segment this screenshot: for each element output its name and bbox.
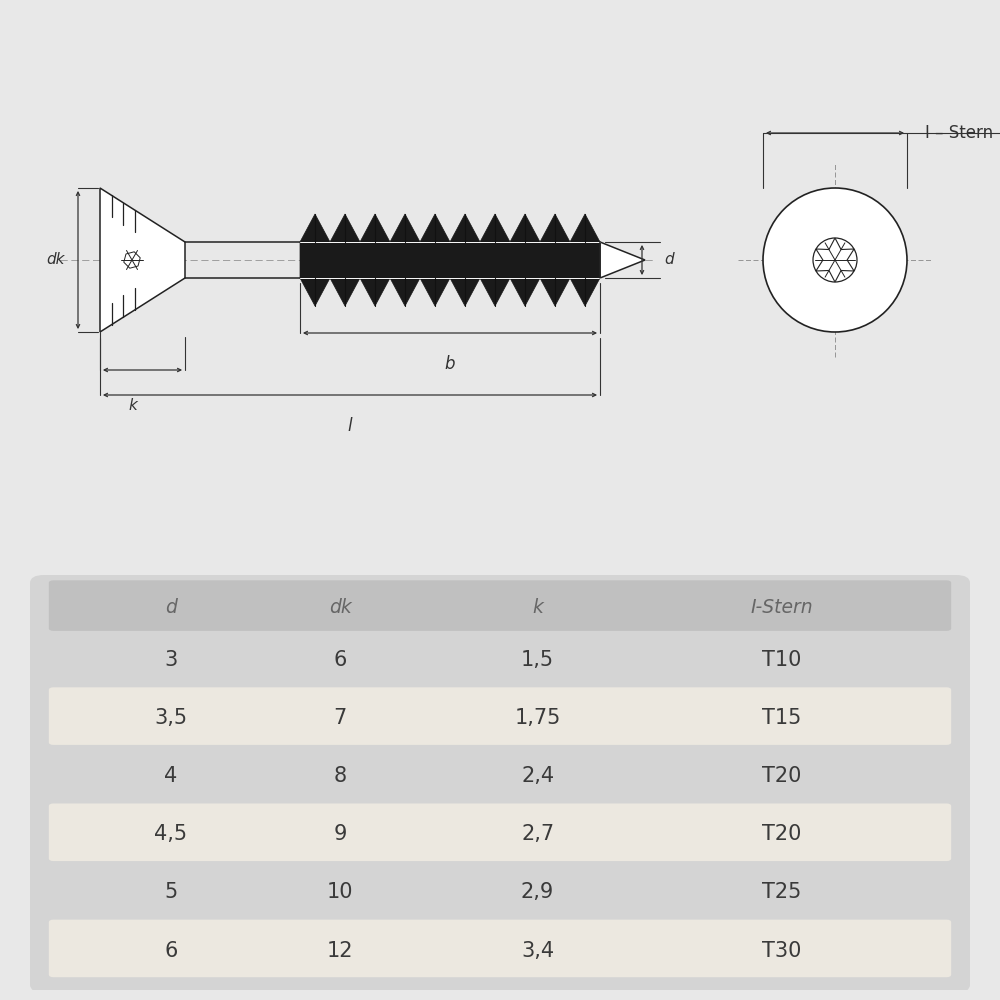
Text: 7: 7: [334, 708, 347, 728]
FancyBboxPatch shape: [49, 920, 951, 977]
Text: 10: 10: [327, 882, 353, 902]
Text: 2,7: 2,7: [521, 824, 554, 844]
Polygon shape: [600, 242, 645, 278]
FancyBboxPatch shape: [49, 803, 951, 861]
Text: 3: 3: [164, 650, 178, 670]
Text: T15: T15: [762, 708, 802, 728]
Text: 2,9: 2,9: [521, 882, 554, 902]
Text: T30: T30: [762, 941, 802, 961]
Text: dk: dk: [47, 252, 65, 267]
Text: T20: T20: [762, 766, 802, 786]
Text: T10: T10: [762, 650, 802, 670]
Text: 3,5: 3,5: [154, 708, 188, 728]
Polygon shape: [100, 188, 185, 332]
Text: k: k: [128, 398, 137, 413]
Text: 6: 6: [334, 650, 347, 670]
Text: k: k: [532, 598, 543, 617]
Polygon shape: [300, 214, 600, 306]
Text: l: l: [348, 417, 352, 435]
Text: b: b: [445, 355, 455, 373]
Text: 2,4: 2,4: [521, 766, 554, 786]
Text: 12: 12: [327, 941, 353, 961]
Text: I – Stern: I – Stern: [925, 124, 993, 142]
Circle shape: [813, 238, 857, 282]
Text: 5: 5: [164, 882, 178, 902]
Text: 4,5: 4,5: [154, 824, 188, 844]
FancyBboxPatch shape: [30, 575, 970, 993]
Text: 8: 8: [334, 766, 347, 786]
Text: 4: 4: [164, 766, 178, 786]
Text: d: d: [165, 598, 177, 617]
Text: 6: 6: [164, 941, 178, 961]
Text: 1,75: 1,75: [514, 708, 561, 728]
FancyBboxPatch shape: [49, 687, 951, 745]
Text: T20: T20: [762, 824, 802, 844]
Text: 1,5: 1,5: [521, 650, 554, 670]
Text: I-Stern: I-Stern: [751, 598, 813, 617]
Text: d: d: [664, 252, 674, 267]
Text: 9: 9: [334, 824, 347, 844]
Text: 3,4: 3,4: [521, 941, 554, 961]
Circle shape: [763, 188, 907, 332]
Polygon shape: [816, 238, 854, 282]
Text: T25: T25: [762, 882, 802, 902]
FancyBboxPatch shape: [49, 580, 951, 631]
Text: dk: dk: [329, 598, 352, 617]
